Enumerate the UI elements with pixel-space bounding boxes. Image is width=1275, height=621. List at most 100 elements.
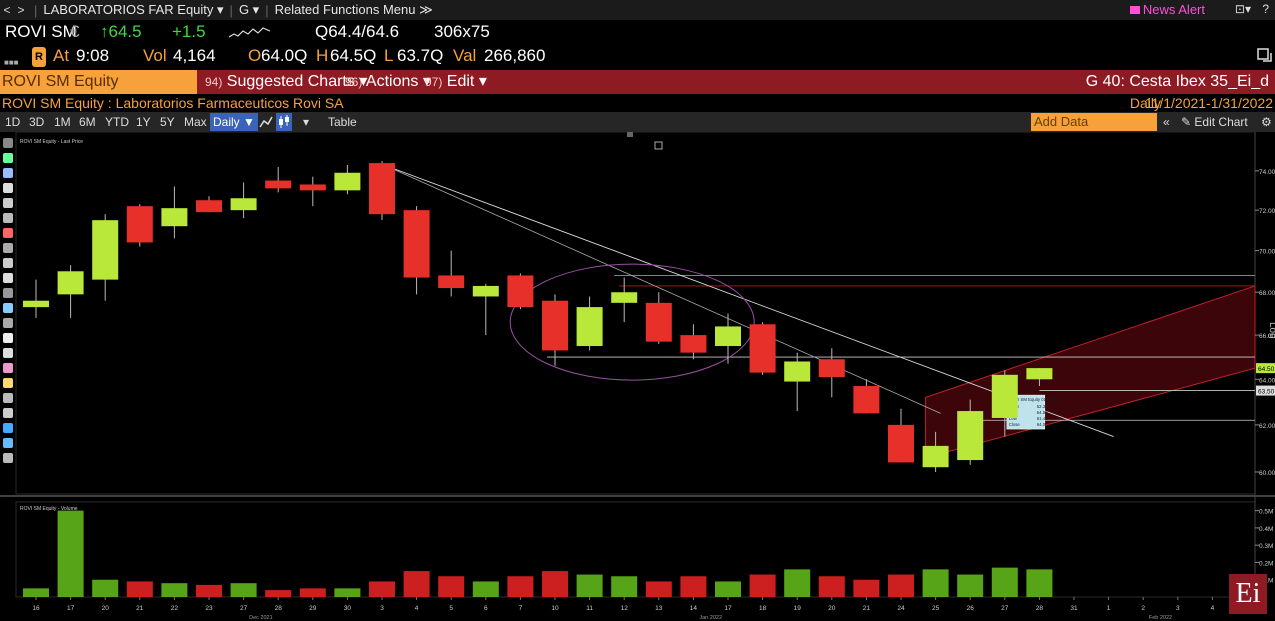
volume-bar[interactable] [576, 574, 603, 597]
range-1y[interactable]: 1Y [136, 115, 151, 129]
back-arrow-icon[interactable]: < [3, 3, 11, 17]
popout-icon[interactable] [1257, 48, 1273, 64]
trendline-tool-icon[interactable] [3, 153, 13, 163]
volume-bar[interactable] [299, 588, 326, 597]
volume-bar[interactable] [472, 581, 499, 597]
volume-bar[interactable] [853, 579, 880, 597]
ray-tool-icon[interactable] [3, 198, 13, 208]
candle-body[interactable] [991, 374, 1018, 418]
gear-icon[interactable]: ⚙ [1261, 115, 1272, 129]
candle-body[interactable] [853, 386, 880, 414]
arrow-tool-icon[interactable] [3, 213, 13, 223]
range-max[interactable]: Max [184, 115, 207, 129]
candle-body[interactable] [299, 184, 326, 191]
collapse-icon[interactable]: « [1163, 115, 1170, 129]
volume-bar[interactable] [196, 584, 222, 597]
clipboard-tool-icon[interactable] [3, 333, 13, 343]
volume-bar[interactable] [438, 576, 465, 597]
candle-body[interactable] [957, 411, 984, 461]
candle-body[interactable] [230, 198, 257, 211]
range-6m[interactable]: 6M [79, 115, 96, 129]
candle-body[interactable] [645, 302, 672, 342]
candle-body[interactable] [57, 271, 84, 295]
eraser-tool-icon[interactable] [3, 408, 13, 418]
candle-body[interactable] [369, 163, 395, 215]
candle-body[interactable] [507, 275, 534, 308]
text-tool-icon[interactable] [3, 273, 13, 283]
note-tool-icon[interactable] [3, 378, 13, 388]
candle-body[interactable] [92, 220, 119, 280]
candle-body[interactable] [576, 307, 603, 347]
volume-bar[interactable] [369, 581, 395, 597]
annotation-tool-icon[interactable] [3, 348, 13, 358]
period-select[interactable]: Daily ▼ [210, 113, 258, 131]
suggested-charts-button[interactable]: 94) Suggested Charts ▾ [200, 70, 372, 94]
function-menu[interactable]: G ▾ [238, 2, 260, 17]
candle-body[interactable] [472, 285, 499, 297]
help-icon[interactable]: ? [1262, 2, 1269, 16]
range-1m[interactable]: 1M [54, 115, 71, 129]
candle-body[interactable] [265, 180, 292, 189]
refresh-tool-icon[interactable] [3, 423, 13, 433]
volume-bar[interactable] [265, 590, 292, 597]
edit-chart-button[interactable]: ✎ Edit Chart [1178, 113, 1251, 131]
ticker-box[interactable]: ROVI SM Equity [0, 70, 197, 94]
log-scale-label[interactable]: Log [1267, 322, 1275, 339]
volume-bar[interactable] [991, 567, 1018, 597]
candle-body[interactable] [196, 200, 222, 213]
candle-body[interactable] [715, 326, 741, 347]
ellipse-tool-icon[interactable] [3, 258, 13, 268]
volume-bar[interactable] [334, 588, 361, 597]
color-tool-icon[interactable] [3, 363, 13, 373]
candle-body[interactable] [784, 361, 811, 382]
forward-arrow-icon[interactable]: > [17, 3, 25, 17]
candle-body[interactable] [161, 208, 188, 227]
highlight-tool-icon[interactable] [3, 228, 13, 238]
candle-body[interactable] [403, 210, 430, 278]
range-1d[interactable]: 1D [5, 115, 21, 129]
volume-bar[interactable] [957, 574, 984, 597]
volume-bar[interactable] [715, 581, 741, 597]
table-button[interactable]: Table [328, 115, 357, 129]
candle-body[interactable] [334, 172, 361, 191]
chart-type-dropdown-icon[interactable]: ▾ [303, 115, 310, 129]
zoom-tool-icon[interactable] [3, 318, 13, 328]
window-menu-icon[interactable]: ⊡▾ [1234, 2, 1251, 16]
volume-bar[interactable] [230, 583, 257, 597]
volume-bar[interactable] [1026, 569, 1053, 597]
volume-bar[interactable] [403, 571, 430, 597]
range-3d[interactable]: 3D [29, 115, 45, 129]
price-chart[interactable]: ROVI SM Equity 01/27/22Open62.33High64.8… [0, 132, 1275, 621]
volume-bar[interactable] [126, 581, 153, 597]
volume-bar[interactable] [92, 579, 119, 597]
zoom-handle-icon[interactable] [627, 132, 633, 137]
more-dots-icon[interactable]: ■■■ [4, 58, 19, 67]
settings-tool-icon[interactable] [3, 453, 13, 463]
candle-body[interactable] [126, 206, 153, 243]
add-data-input[interactable]: Add Data [1031, 113, 1157, 131]
channel-tool-icon[interactable] [3, 168, 13, 178]
candle-body[interactable] [818, 359, 845, 378]
volume-bar[interactable] [784, 569, 811, 597]
related-functions-menu[interactable]: Related Functions Menu ≫ [274, 2, 433, 17]
magnet-tool-icon[interactable] [3, 393, 13, 403]
volume-bar[interactable] [611, 576, 638, 597]
volume-bar[interactable] [818, 576, 845, 597]
edit-button[interactable]: 97) Edit ▾ [420, 70, 492, 94]
fibonacci-tool-icon[interactable] [3, 243, 13, 253]
link-tool-icon[interactable] [3, 438, 13, 448]
volume-bar[interactable] [749, 574, 776, 597]
horizontal-line-tool-icon[interactable] [3, 183, 13, 193]
security-menu[interactable]: LABORATORIOS FAR Equity ▾ [43, 2, 224, 17]
line-chart-icon[interactable] [258, 114, 274, 130]
volume-bar[interactable] [57, 510, 84, 597]
reset-zoom-icon[interactable] [654, 141, 663, 150]
candle-body[interactable] [1026, 368, 1053, 380]
pointer-tool-icon[interactable] [3, 138, 13, 148]
range-ytd[interactable]: YTD [105, 115, 129, 129]
candle-body[interactable] [922, 445, 949, 468]
volume-bar[interactable] [645, 581, 672, 597]
measure-tool-icon[interactable] [3, 288, 13, 298]
candle-body[interactable] [680, 335, 707, 353]
candle-body[interactable] [749, 324, 776, 373]
